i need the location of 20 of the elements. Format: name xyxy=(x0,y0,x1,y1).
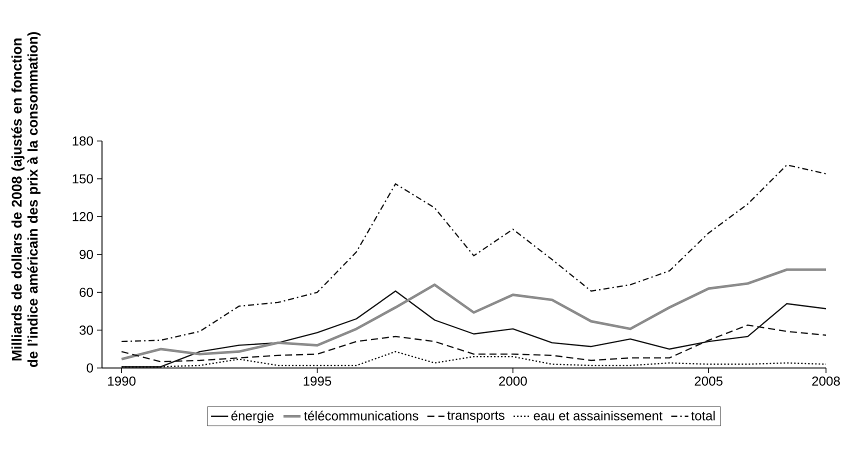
x-tick-label: 2005 xyxy=(694,376,722,386)
x-tick-label: 2008 xyxy=(812,376,840,386)
x-tick-label: 2000 xyxy=(499,376,527,386)
y-tick-label: 0 xyxy=(86,363,93,373)
x-tick-label: 1995 xyxy=(304,376,332,386)
y-axis-title: Milliards de dollars de 2008 (ajustés en fonction de l’indice américain des prix à la consommation) xyxy=(11,32,40,367)
y-tick-label: 60 xyxy=(80,288,93,297)
legend-label: télécommunications xyxy=(304,410,418,420)
legend-label: eau et assainissement xyxy=(534,410,662,420)
legend-label: total xyxy=(691,410,715,420)
y-tick-label: 180 xyxy=(72,136,93,146)
y-tick-label: 120 xyxy=(72,212,93,222)
y-tick-label: 30 xyxy=(80,326,93,335)
line-series xyxy=(120,164,826,342)
line-series xyxy=(120,268,826,360)
legend-label: transports xyxy=(447,411,504,422)
y-tick-label: 150 xyxy=(72,174,93,184)
x-tick-label: 1990 xyxy=(108,376,136,386)
legend-label: énergie xyxy=(231,410,274,424)
y-tick-label: 90 xyxy=(80,250,93,260)
